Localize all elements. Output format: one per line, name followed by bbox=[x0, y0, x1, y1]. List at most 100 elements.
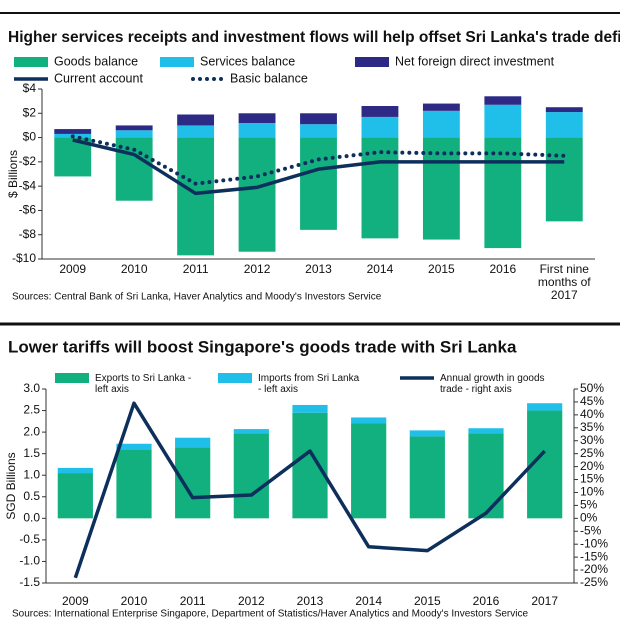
bar bbox=[115, 130, 153, 138]
y-tick-label: 1.0 bbox=[23, 467, 40, 481]
y2-tick-label: 15% bbox=[580, 472, 604, 486]
y2-tick-label: -10% bbox=[580, 536, 608, 550]
legend-label: Imports from Sri Lanka - left axis bbox=[258, 373, 360, 395]
y-tick-label: $4 bbox=[23, 81, 37, 95]
bar bbox=[468, 428, 504, 434]
y-tick-label: 0.0 bbox=[23, 511, 40, 525]
legend-label: Basic balance bbox=[230, 71, 308, 85]
y2-tick-label: -5% bbox=[580, 523, 602, 537]
y-tick-label: 0.5 bbox=[23, 489, 40, 503]
line-series bbox=[72, 138, 565, 196]
y-tick-label: $0 bbox=[23, 130, 37, 144]
bar bbox=[409, 436, 445, 519]
legend-label: Goods balance bbox=[54, 54, 138, 68]
y-tick-label: -0.5 bbox=[19, 532, 40, 546]
y2-tick-label: 20% bbox=[580, 459, 604, 473]
bar bbox=[545, 107, 583, 113]
bar bbox=[116, 449, 152, 519]
bar bbox=[484, 96, 522, 105]
y-axis-label: SGD Billions bbox=[4, 452, 18, 519]
x-tick-label: 2014 bbox=[367, 262, 394, 276]
x-tick-label: 2016 bbox=[489, 262, 516, 276]
x-tick-label: 2011 bbox=[183, 262, 209, 276]
legend-label: Annual growth in goods trade - right axis bbox=[440, 373, 545, 395]
legend-label: Services balance bbox=[200, 54, 295, 68]
x-tick-label: 2010 bbox=[121, 594, 148, 608]
y-tick-label: -$10 bbox=[12, 251, 36, 265]
bar bbox=[233, 433, 269, 519]
bar bbox=[361, 116, 399, 138]
bar bbox=[409, 430, 445, 437]
y2-tick-label: 45% bbox=[580, 394, 604, 408]
bar bbox=[545, 112, 583, 138]
x-tick-label: 2014 bbox=[355, 594, 382, 608]
x-tick-label: 2013 bbox=[305, 262, 332, 276]
x-tick-label: 2009 bbox=[59, 262, 86, 276]
y2-tick-label: 25% bbox=[580, 446, 604, 460]
legend-swatch bbox=[160, 57, 194, 67]
legend-swatch bbox=[218, 373, 252, 383]
bar bbox=[292, 412, 328, 519]
legend-swatch bbox=[55, 373, 89, 383]
bar bbox=[300, 137, 337, 230]
bar bbox=[115, 125, 153, 131]
y-tick-label: $2 bbox=[23, 105, 37, 119]
bar bbox=[233, 429, 269, 434]
y-tick-label: 3.0 bbox=[23, 381, 40, 395]
x-tick-label: 2013 bbox=[297, 594, 324, 608]
bar bbox=[300, 113, 337, 125]
legend-label: Net foreign direct investment bbox=[395, 54, 555, 68]
bar bbox=[527, 403, 563, 411]
x-tick-label: 2009 bbox=[62, 594, 89, 608]
bar bbox=[545, 137, 583, 222]
y-tick-label: 2.0 bbox=[23, 424, 40, 438]
x-tick-label: 2011 bbox=[180, 594, 206, 608]
sources: Sources: Central Bank of Sri Lanka, Have… bbox=[12, 292, 382, 303]
y-tick-label: 1.5 bbox=[23, 446, 40, 460]
y2-tick-label: -25% bbox=[580, 575, 608, 589]
x-tick-label: 2015 bbox=[414, 594, 441, 608]
line-series bbox=[73, 401, 546, 579]
y-tick-label: -1.5 bbox=[19, 575, 40, 589]
x-tick-label: 2012 bbox=[238, 594, 265, 608]
x-tick-label: 2016 bbox=[473, 594, 500, 608]
bar bbox=[57, 473, 93, 519]
bar bbox=[238, 137, 276, 252]
line-series bbox=[70, 134, 567, 186]
y-tick-label: -$4 bbox=[19, 178, 37, 192]
bar bbox=[116, 443, 152, 450]
x-tick-label: 2017 bbox=[531, 594, 558, 608]
bar bbox=[292, 404, 328, 413]
y-tick-label: -1.0 bbox=[19, 554, 40, 568]
x-tick-label: 2012 bbox=[244, 262, 271, 276]
y2-tick-label: 50% bbox=[580, 381, 604, 395]
x-tick-label: 2010 bbox=[121, 262, 148, 276]
y-tick-label: -$8 bbox=[19, 227, 37, 241]
bar bbox=[177, 114, 215, 126]
y-axis-label: $ Billions bbox=[6, 150, 20, 198]
bar bbox=[300, 124, 337, 138]
legend-swatch bbox=[355, 57, 389, 67]
x-tick-label: 2015 bbox=[428, 262, 455, 276]
y2-tick-label: 30% bbox=[580, 433, 604, 447]
chart-title: Lower tariffs will boost Singapore's goo… bbox=[8, 337, 517, 356]
bar bbox=[238, 113, 276, 123]
y2-tick-label: 10% bbox=[580, 485, 604, 499]
bar bbox=[177, 137, 215, 256]
y2-tick-label: 40% bbox=[580, 407, 604, 421]
y-tick-label: -$6 bbox=[19, 203, 37, 217]
bar bbox=[175, 437, 211, 448]
legend-label: Current account bbox=[54, 71, 143, 85]
bar bbox=[422, 110, 460, 138]
bar bbox=[238, 123, 276, 138]
y2-tick-label: 5% bbox=[580, 498, 598, 512]
y2-tick-label: 35% bbox=[580, 420, 604, 434]
bar bbox=[351, 423, 387, 519]
y2-tick-label: -20% bbox=[580, 562, 608, 576]
sources: Sources: International Enterprise Singap… bbox=[12, 609, 528, 620]
legend-swatch bbox=[14, 57, 48, 67]
bar bbox=[422, 103, 460, 111]
bar bbox=[484, 137, 522, 249]
bar bbox=[57, 467, 93, 474]
